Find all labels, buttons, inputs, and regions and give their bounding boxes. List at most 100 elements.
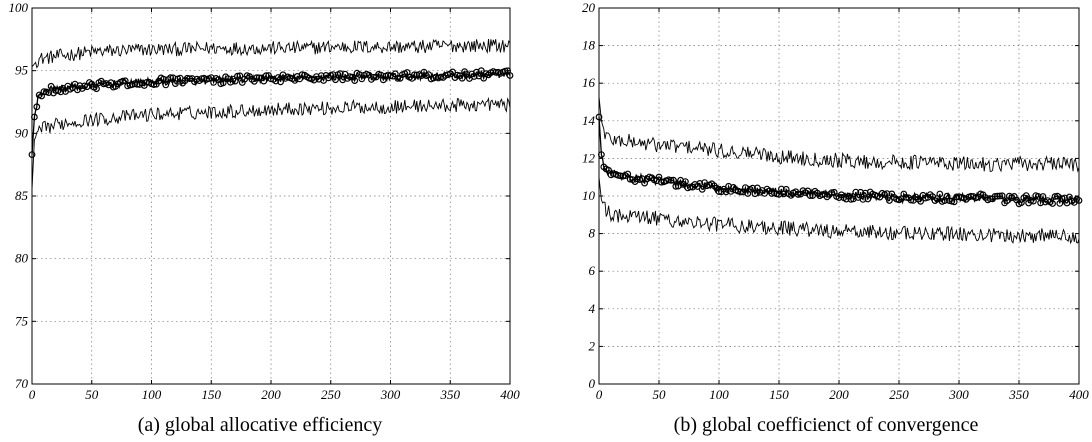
mean-point-marker xyxy=(1034,192,1042,200)
mean-point-marker xyxy=(411,71,418,79)
y-tick-label: 18 xyxy=(582,38,596,53)
y-tick-label: 2 xyxy=(589,338,596,353)
x-tick-label: 150 xyxy=(202,387,222,402)
mean-point-marker xyxy=(255,74,263,82)
y-tick-label: 8 xyxy=(589,226,596,241)
mean-point-marker xyxy=(477,67,485,75)
mean-point-marker xyxy=(857,188,865,196)
chart-a-plot: 0 50 100 150 200 250 300 350 400 70 75 80 85 90 95 100 xyxy=(9,0,521,402)
y-tick-label: 12 xyxy=(582,150,596,165)
mean-point-marker xyxy=(936,190,944,198)
mean-point-marker xyxy=(737,188,745,196)
x-tick-label: 200 xyxy=(261,387,281,402)
x-tick-label: 50 xyxy=(85,387,99,402)
mean-point-marker xyxy=(100,80,108,88)
mean-point-marker xyxy=(681,178,689,186)
chart-b: 0 50 100 150 200 250 300 350 400 0 2 4 6 8 10 12 14 16 18 2… xyxy=(560,0,1092,442)
series-line-upper xyxy=(598,96,1080,173)
x-tick-label: 400 xyxy=(500,387,520,402)
mean-point-marker xyxy=(351,77,359,84)
mean-point-marker xyxy=(667,176,675,184)
x-tick-label: 300 xyxy=(380,387,401,402)
y-tick-label: 90 xyxy=(15,125,29,140)
mean-point-marker xyxy=(183,74,191,82)
mean-point-marker xyxy=(883,190,891,198)
mean-point-marker xyxy=(260,77,268,85)
mean-point-marker xyxy=(595,113,603,121)
mean-point-marker xyxy=(994,192,1001,200)
mean-point-marker xyxy=(336,70,344,78)
mean-point-marker xyxy=(167,74,175,82)
x-tick-label: 200 xyxy=(829,387,849,402)
y-tick-label: 85 xyxy=(15,188,29,203)
mean-point-marker xyxy=(862,189,869,197)
x-tick-label: 0 xyxy=(29,387,36,402)
x-tick-label: 100 xyxy=(142,387,162,402)
mean-point-marker xyxy=(1049,200,1057,207)
x-tick-label: 250 xyxy=(321,387,341,402)
y-tick-label: 75 xyxy=(15,313,29,328)
chart-b-plot: 0 50 100 150 200 250 300 350 400 0 2 4 6 8 10 12 14 16 18 2… xyxy=(582,0,1089,402)
mean-point-marker xyxy=(169,74,177,82)
mean-point-marker xyxy=(698,185,706,193)
mean-point-marker xyxy=(828,189,836,197)
mean-point-marker xyxy=(501,67,509,75)
mean-point-marker xyxy=(907,196,915,204)
x-tick-label: 50 xyxy=(653,387,667,402)
x-tick-label: 150 xyxy=(769,387,789,402)
mean-point-marker xyxy=(236,72,244,80)
mean-point-marker xyxy=(93,85,100,93)
chart-a: 0 50 100 150 200 250 300 350 400 70 75 80 85 90 95 100 … xyxy=(0,0,521,442)
mean-point-marker xyxy=(219,79,227,87)
x-tick-label: 350 xyxy=(440,387,461,402)
x-tick-label: 350 xyxy=(1008,387,1029,402)
x-tick-label: 0 xyxy=(596,387,603,402)
mean-point-marker xyxy=(669,176,677,184)
mean-point-marker xyxy=(1022,192,1030,200)
x-tick-label: 300 xyxy=(948,387,969,402)
mean-point-marker xyxy=(133,80,141,88)
y-tick-label: 10 xyxy=(582,188,596,203)
mean-point-marker xyxy=(162,81,170,89)
mean-point-marker xyxy=(28,151,36,159)
mean-point-marker xyxy=(394,74,402,82)
y-tick-label: 80 xyxy=(15,251,29,266)
chart-a-caption: (a) global allocative efficiency xyxy=(137,414,383,436)
mean-point-marker xyxy=(1030,197,1037,205)
mean-point-marker xyxy=(1037,199,1045,207)
x-tick-label: 100 xyxy=(709,387,729,402)
x-tick-label: 400 xyxy=(1069,387,1089,402)
mean-point-marker xyxy=(617,172,624,180)
mean-point-marker xyxy=(991,192,999,200)
y-tick-label: 70 xyxy=(15,376,29,391)
mean-point-marker xyxy=(449,68,457,76)
mean-point-marker xyxy=(775,190,783,198)
mean-point-marker xyxy=(253,74,261,82)
mean-point-marker xyxy=(186,75,194,82)
mean-point-marker xyxy=(1075,197,1083,204)
y-tick-label: 16 xyxy=(582,75,596,90)
series-line-upper xyxy=(31,38,511,69)
mean-point-marker xyxy=(917,197,925,205)
series-line-lower xyxy=(598,177,1080,245)
mean-point-marker xyxy=(1039,193,1047,200)
mean-point-marker xyxy=(953,193,961,201)
mean-point-marker xyxy=(47,82,55,90)
mean-point-marker xyxy=(859,195,867,203)
mean-point-marker xyxy=(506,72,514,79)
mean-point-marker xyxy=(262,72,270,80)
y-tick-label: 4 xyxy=(589,301,596,316)
mean-point-marker xyxy=(33,103,41,111)
y-tick-label: 0 xyxy=(589,376,596,391)
mean-point-marker xyxy=(31,113,38,121)
mean-point-marker xyxy=(370,73,378,81)
mean-point-marker xyxy=(749,184,757,192)
mean-point-marker xyxy=(864,195,872,203)
mean-point-marker xyxy=(492,68,500,76)
mean-point-marker xyxy=(198,75,206,82)
y-tick-label: 95 xyxy=(15,63,29,78)
mean-point-marker xyxy=(998,192,1006,200)
mean-point-marker xyxy=(852,188,860,196)
mean-point-marker xyxy=(696,179,704,187)
y-tick-label: 20 xyxy=(582,0,596,15)
